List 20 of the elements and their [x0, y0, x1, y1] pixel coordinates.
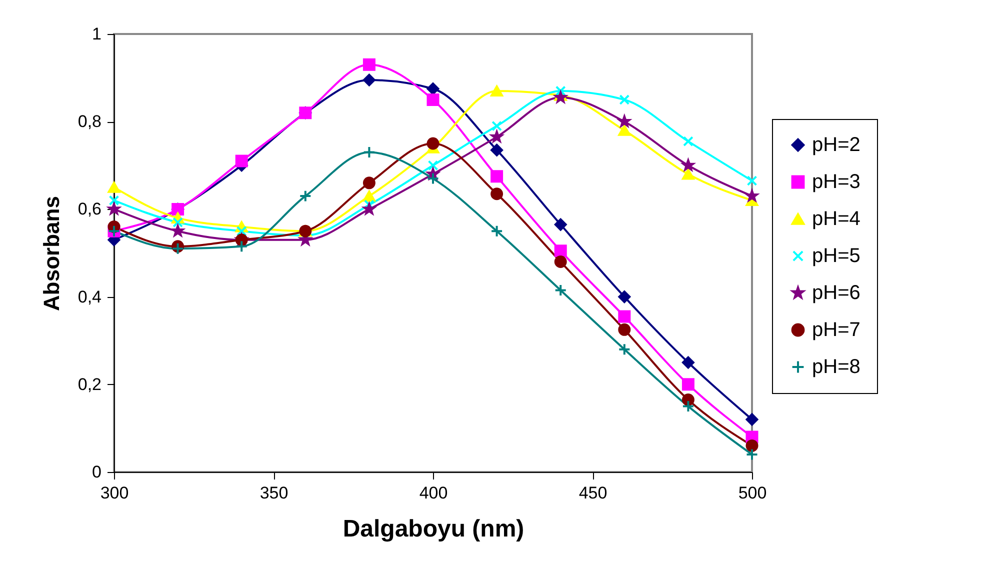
x-tick-label: 350 [260, 484, 288, 502]
x-tick-label: 400 [419, 484, 448, 502]
legend-label: pH=4 [812, 208, 860, 230]
legend-label: pH=2 [812, 134, 860, 156]
y-tick-label: 0 [92, 462, 102, 482]
y-tick-label: 0,4 [78, 287, 102, 306]
legend-label: pH=6 [812, 282, 860, 304]
y-tick-label: 0,8 [78, 112, 102, 132]
y-axis-title: Absorbans [38, 196, 64, 311]
x-tick-label: 300 [100, 484, 129, 502]
y-tick-label: 0,6 [78, 200, 102, 219]
legend-label: pH=3 [812, 171, 860, 193]
legend-label: pH=8 [812, 356, 860, 378]
legend-label: pH=7 [812, 319, 860, 341]
y-tick-label: 1 [92, 24, 102, 44]
x-tick-label: 450 [578, 484, 608, 502]
legend-label: pH=5 [812, 245, 860, 267]
x-tick-label: 500 [738, 484, 767, 502]
y-tick-label: 0,2 [78, 374, 102, 394]
x-axis-title: Dalgaboyu (nm) [342, 516, 524, 542]
